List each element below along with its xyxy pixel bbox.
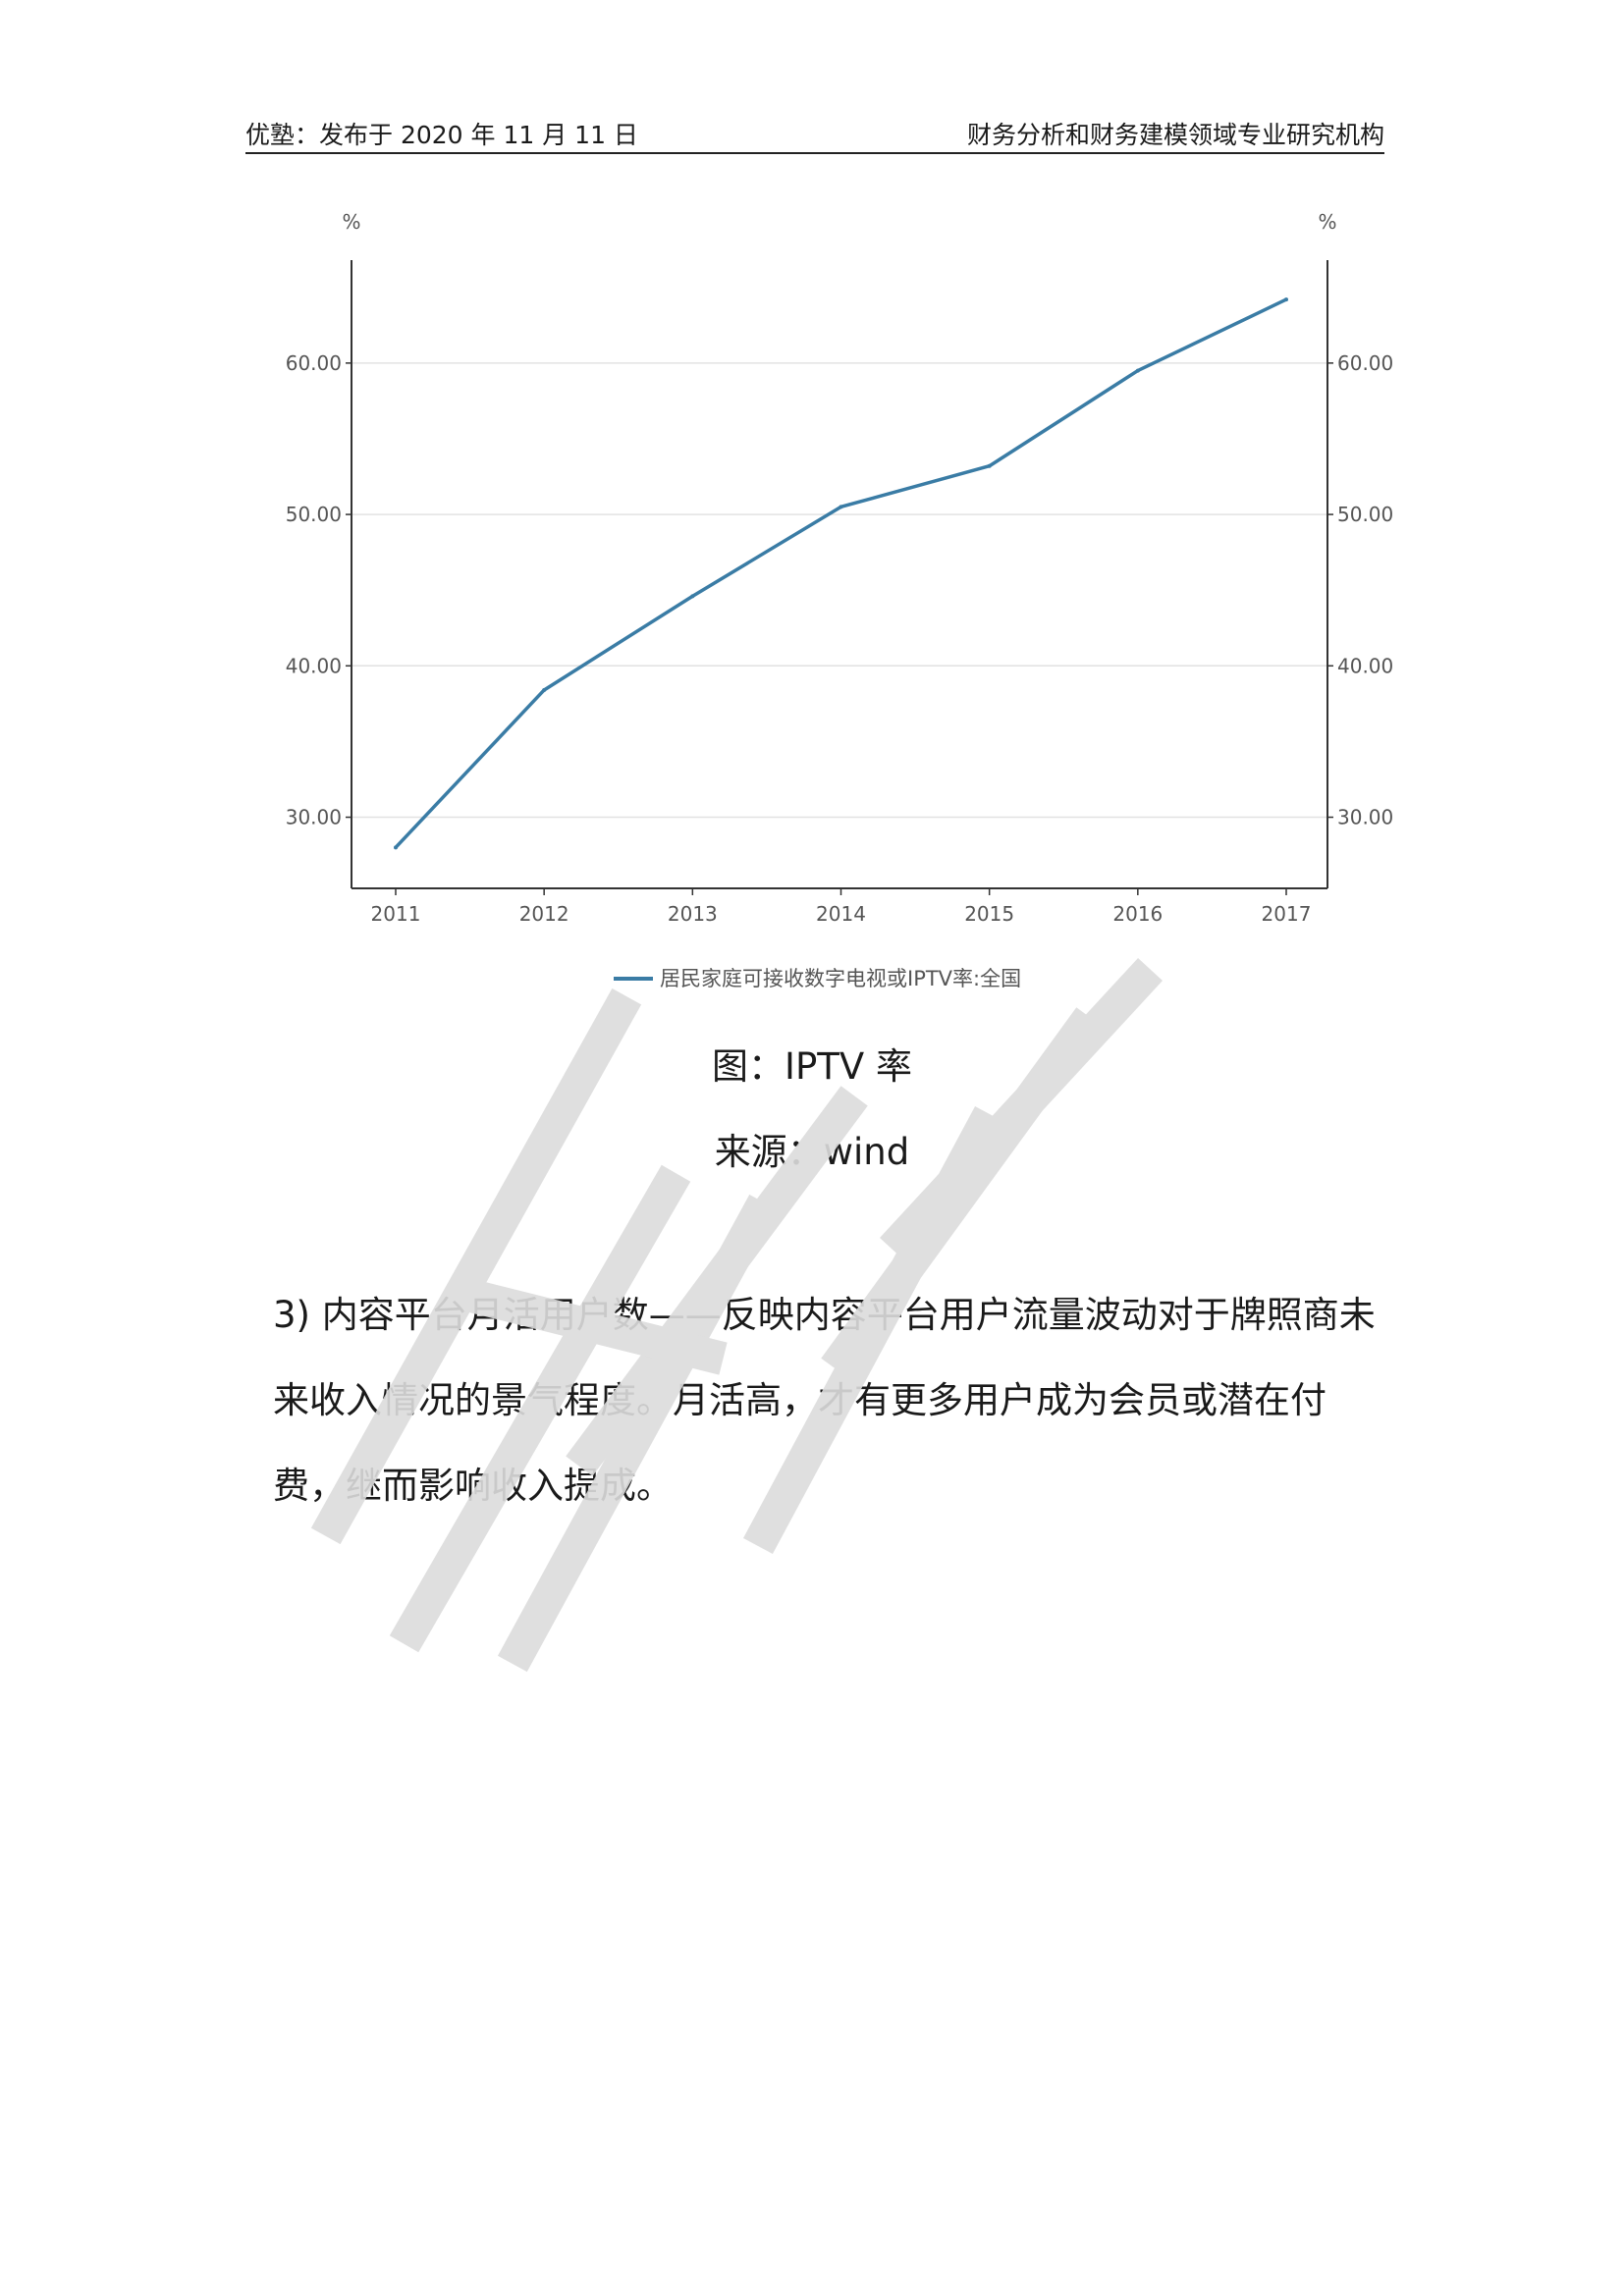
x-tick-label: 2013 — [668, 902, 718, 926]
iptv-line-chart: % % 30.00 30.00 40.00 40.00 50.00 50.00 60.00 6… — [286, 210, 1394, 990]
header-divider — [245, 152, 1384, 154]
y-tick-label-right: 40.00 — [1337, 654, 1393, 677]
x-tick-label: 2017 — [1262, 902, 1312, 926]
data-point — [987, 463, 992, 468]
x-tick-label: 2015 — [964, 902, 1014, 926]
x-tick-label: 2012 — [519, 902, 569, 926]
y-tick-label-right: 30.00 — [1337, 806, 1393, 829]
y-tick-labels: 30.00 30.00 40.00 40.00 50.00 50.00 60.00 60.00 — [286, 351, 1394, 829]
y-tick-label-left: 60.00 — [286, 351, 342, 375]
series-lines — [394, 297, 1288, 850]
data-point — [394, 845, 398, 850]
data-point — [1284, 297, 1288, 302]
figure-caption: 图：IPTV 率 — [712, 1045, 912, 1088]
x-tick-labels: 2011 2012 2013 2014 2015 2016 2017 — [371, 888, 1312, 926]
series-line — [394, 297, 1287, 849]
y-axis-unit-left: % — [342, 210, 360, 234]
y-tick-label-right: 60.00 — [1337, 351, 1393, 375]
data-point — [542, 687, 547, 692]
data-point — [839, 505, 843, 509]
x-tick-label: 2011 — [371, 902, 421, 926]
legend-label: 居民家庭可接收数字电视或IPTV率:全国 — [660, 967, 1021, 990]
data-point — [690, 594, 695, 599]
x-tick-label: 2016 — [1112, 902, 1163, 926]
header-publish-date: 优塾：发布于 2020 年 11 月 11 日 — [245, 121, 638, 149]
data-point — [1135, 368, 1140, 373]
y-tick-label-left: 40.00 — [286, 654, 342, 677]
header-organization: 财务分析和财务建模领域专业研究机构 — [966, 121, 1384, 149]
body-paragraph: 3) 内容平台月活用户数——反映内容平台用户流量波动对于牌照商未来收入情况的景气… — [273, 1294, 1376, 1507]
figure-source: 来源：wind — [714, 1131, 910, 1173]
y-tick-label-right: 50.00 — [1337, 503, 1393, 526]
y-tick-label-left: 30.00 — [286, 806, 342, 829]
y-tick-label-left: 50.00 — [286, 503, 342, 526]
chart-legend: 居民家庭可接收数字电视或IPTV率:全国 — [614, 967, 1021, 990]
chart-gridlines — [352, 362, 1327, 819]
x-tick-label: 2014 — [816, 902, 866, 926]
y-axis-unit-right: % — [1318, 210, 1336, 234]
